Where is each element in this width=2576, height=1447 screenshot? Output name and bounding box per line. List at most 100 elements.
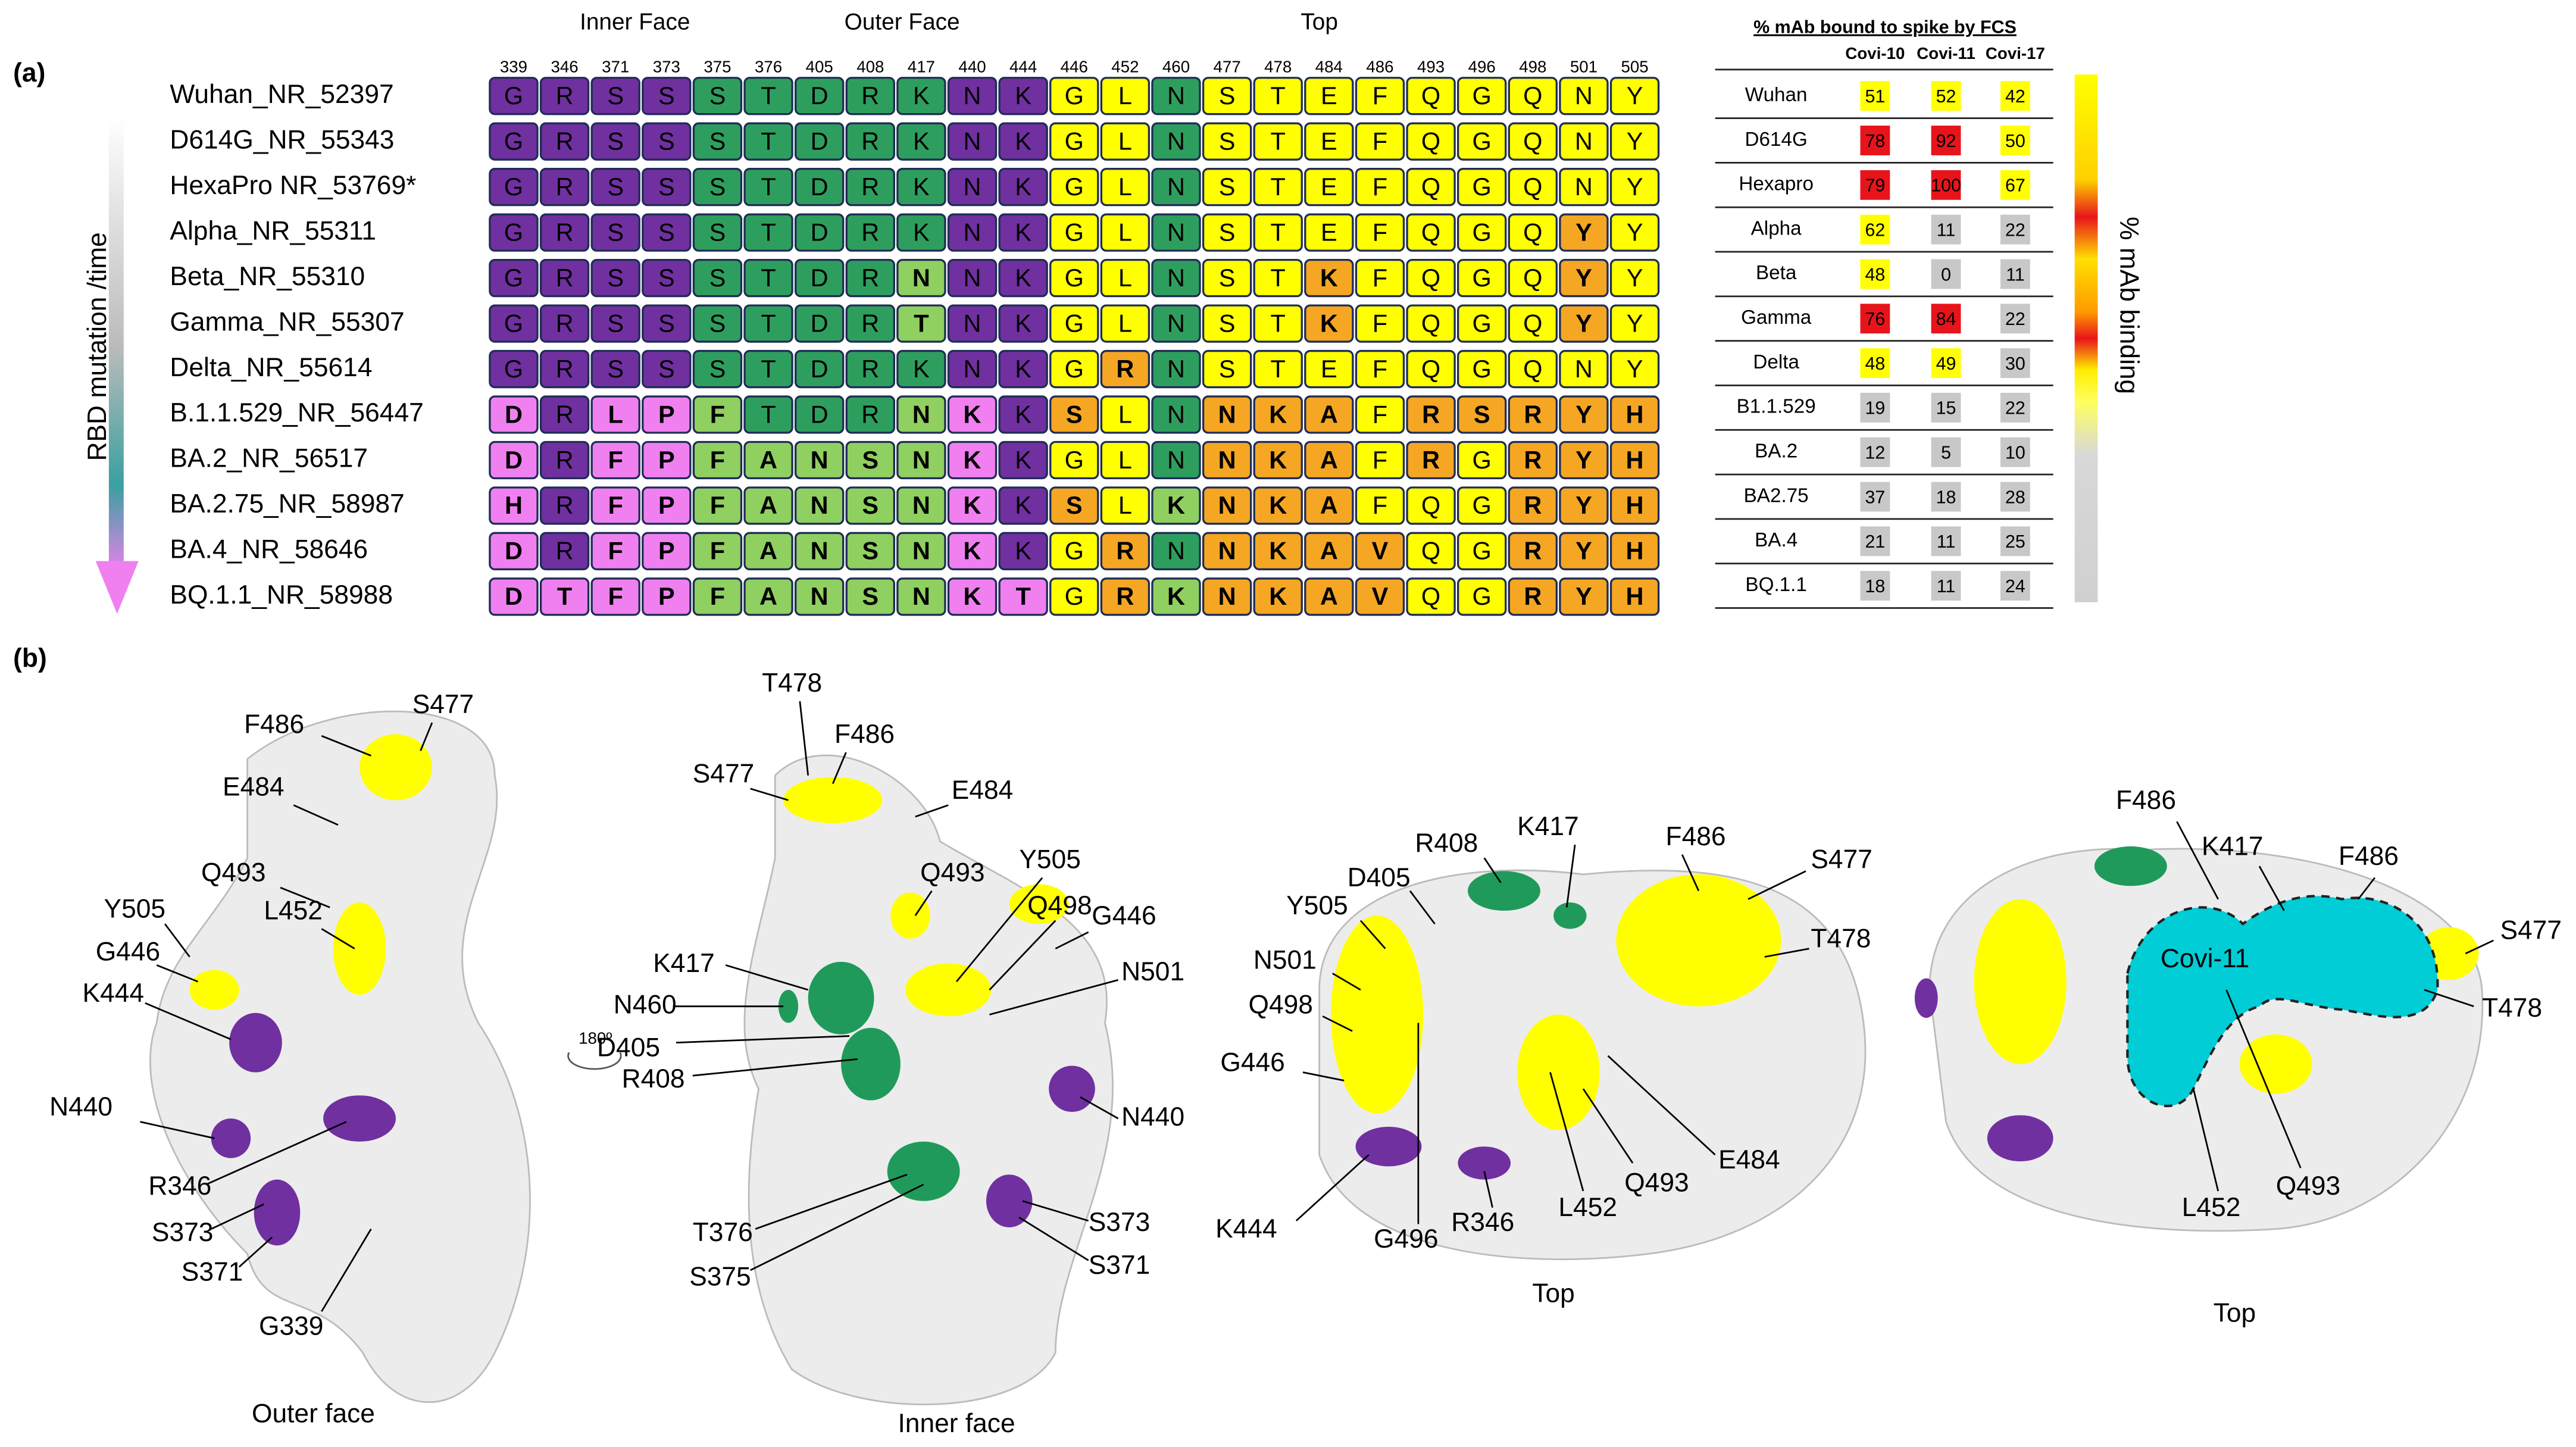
residue-cell xyxy=(1100,168,1151,207)
time-arrow xyxy=(108,115,124,578)
residue-label: K417 xyxy=(1517,812,1579,841)
residue-cell xyxy=(692,168,743,207)
residue: P xyxy=(658,491,675,519)
residue: G xyxy=(504,127,523,155)
residue: G xyxy=(1065,264,1084,292)
position-label: 405 xyxy=(806,57,833,76)
residue-cell xyxy=(489,395,539,434)
residue-label: F486 xyxy=(2116,786,2176,815)
residue: K xyxy=(1015,127,1031,155)
residue-cell xyxy=(845,304,895,343)
residue: S xyxy=(1219,127,1236,155)
residue-cell xyxy=(1202,349,1252,389)
value-cell xyxy=(1931,170,1961,200)
residue: S xyxy=(607,264,624,292)
variant-name: BA.2.75_NR_58987 xyxy=(170,489,404,518)
residue: S xyxy=(658,127,675,155)
residue-cell xyxy=(794,77,845,115)
residue: L xyxy=(1118,127,1132,155)
residue: S xyxy=(607,355,624,383)
residue-cell xyxy=(794,395,845,434)
residue-cell xyxy=(896,304,946,343)
residue-cell xyxy=(896,77,946,115)
patch xyxy=(986,1174,1033,1227)
residue-cell xyxy=(1406,168,1456,207)
residue-cell xyxy=(539,213,590,252)
residue: G xyxy=(1065,582,1084,610)
view-caption: Top xyxy=(1532,1279,1574,1308)
column-header: Covi-11 xyxy=(1917,44,1975,62)
residue: A xyxy=(759,446,777,474)
arrow-head xyxy=(95,561,139,614)
residue: K xyxy=(1269,446,1287,474)
residue-label: L452 xyxy=(1558,1193,1617,1222)
residue-cell xyxy=(998,395,1048,434)
residue: K xyxy=(1320,264,1338,292)
residue-cell xyxy=(489,168,539,207)
residue-label: N460 xyxy=(614,990,677,1019)
variant-name: BA.2_NR_56517 xyxy=(170,444,368,473)
residue: R xyxy=(556,173,574,201)
scale-label: % mAb binding xyxy=(2115,217,2144,394)
residue: L xyxy=(1118,446,1132,474)
panel-label: (a) xyxy=(13,58,45,87)
value-label: 15 xyxy=(1936,398,1956,418)
residue-cell xyxy=(1304,440,1354,480)
residue: N xyxy=(912,582,930,610)
residue-cell xyxy=(1253,77,1303,115)
residue-cell xyxy=(794,349,845,389)
residue: K xyxy=(1015,264,1031,292)
patch xyxy=(1458,1146,1511,1180)
residue-cell xyxy=(1100,258,1151,298)
residue-cell xyxy=(692,77,743,115)
residue: G xyxy=(1065,446,1084,474)
residue-cell xyxy=(1202,77,1252,115)
surface xyxy=(149,710,531,1403)
residue: R xyxy=(1524,491,1542,519)
residue: K xyxy=(1015,173,1031,201)
residue: G xyxy=(1065,173,1084,201)
residue-cell xyxy=(896,440,946,480)
position-label: 446 xyxy=(1061,57,1088,76)
value-label: 84 xyxy=(1936,309,1956,329)
position-label: 376 xyxy=(755,57,782,76)
residue-cell xyxy=(1100,77,1151,115)
leader-line xyxy=(1681,854,1700,892)
residue: N xyxy=(912,400,930,428)
residue: Q xyxy=(1421,218,1440,246)
residue-label: N501 xyxy=(1121,957,1184,986)
residue-cell xyxy=(1406,486,1456,525)
value-cell xyxy=(1931,437,1961,467)
residue-cell xyxy=(1304,258,1354,298)
leader-line xyxy=(1055,931,1089,949)
residue-label: T376 xyxy=(693,1218,753,1247)
value-label: 22 xyxy=(2005,309,2025,329)
residue-cell xyxy=(998,213,1048,252)
residue-cell xyxy=(1049,77,1099,115)
residue-cell xyxy=(1100,213,1151,252)
value-label: 21 xyxy=(1865,532,1885,552)
residue-cell xyxy=(794,168,845,207)
residue-cell xyxy=(794,258,845,298)
leader-line xyxy=(750,1183,924,1271)
residue: Q xyxy=(1421,491,1440,519)
residue: N xyxy=(1167,446,1185,474)
leader-line xyxy=(692,1058,858,1077)
residue: R xyxy=(1524,446,1542,474)
residue: P xyxy=(658,400,675,428)
residue: R xyxy=(861,400,879,428)
residue-cell xyxy=(590,349,640,389)
residue: G xyxy=(504,82,523,110)
residue: N xyxy=(1167,309,1185,337)
residue: S xyxy=(862,446,879,474)
residue-cell xyxy=(1049,122,1099,161)
residue-cell xyxy=(1304,577,1354,616)
residue: T xyxy=(761,218,776,246)
residue: Q xyxy=(1421,264,1440,292)
residue: S xyxy=(862,582,879,610)
residue-label: G446 xyxy=(96,937,160,967)
position-label: 346 xyxy=(551,57,578,76)
residue: S xyxy=(709,218,726,246)
position-label: 417 xyxy=(908,57,935,76)
